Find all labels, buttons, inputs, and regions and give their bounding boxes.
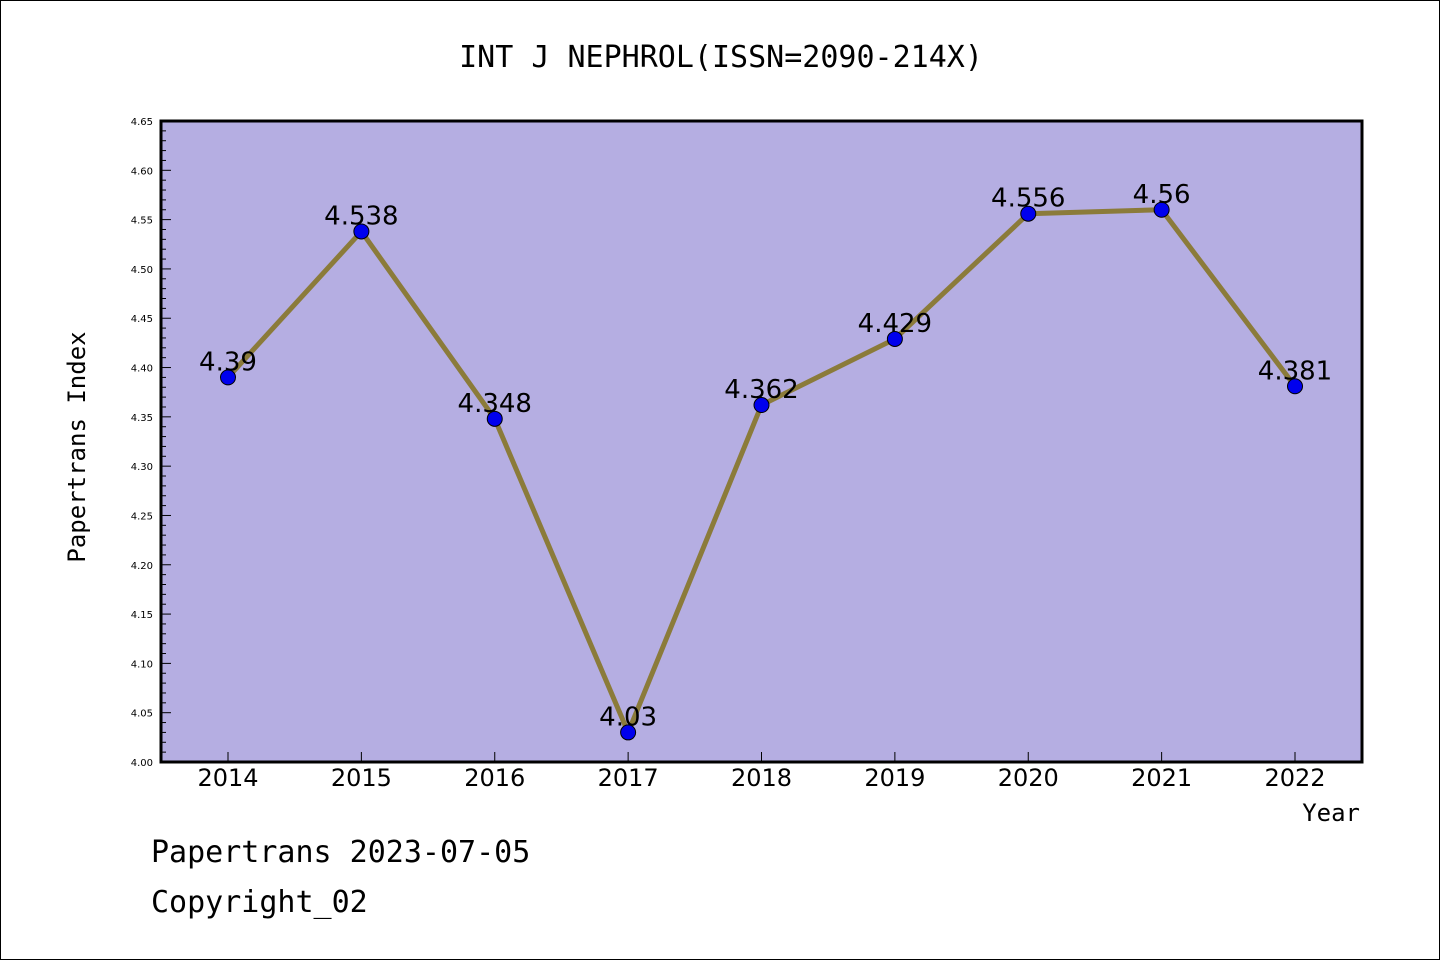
- data-point: [620, 724, 637, 741]
- data-point: [1153, 201, 1170, 218]
- data-label: 4.556: [991, 184, 1065, 214]
- data-point: [220, 369, 236, 386]
- data-label: 4.362: [724, 375, 798, 405]
- y-tick-label: 4.40: [131, 364, 153, 375]
- y-tick-label: 4.10: [131, 659, 153, 670]
- x-tick-label: 2022: [1264, 764, 1325, 792]
- x-tick-label: 2018: [731, 764, 792, 792]
- x-axis-label: Year: [1302, 799, 1360, 827]
- x-tick-label: 2017: [598, 764, 659, 792]
- x-tick-label: 2019: [864, 764, 925, 792]
- y-tick-label: 4.60: [131, 166, 153, 177]
- y-tick-label: 4.05: [131, 709, 153, 720]
- series-layer: 4.39 4.538 4.348 4.03 4.362 4.429 4.556 4.56 4.3…: [199, 180, 1332, 741]
- y-tick-label: 4.00: [131, 758, 153, 769]
- data-label: 4.348: [458, 389, 532, 419]
- x-axis: 2014 2015 2016 2017 2018 2019 2020 2021 2022: [197, 752, 1326, 792]
- data-point: [1287, 378, 1303, 395]
- data-point: [353, 223, 370, 240]
- data-label: 4.03: [599, 702, 657, 732]
- y-tick-label: 4.30: [131, 462, 153, 473]
- footer-copyright: Copyright_02: [151, 885, 368, 920]
- x-tick-label: 2020: [998, 764, 1059, 792]
- data-label: 4.39: [199, 347, 257, 377]
- y-axis: 4.00 4.05 4.10 4.15 4.20 4.25 4.30 4.35 4.40 4.45…: [131, 117, 171, 769]
- x-tick-label: 2021: [1131, 764, 1192, 792]
- data-point: [1020, 205, 1037, 222]
- data-label: 4.429: [858, 309, 932, 339]
- y-tick-label: 4.65: [131, 117, 153, 128]
- x-tick-label: 2016: [464, 764, 525, 792]
- x-tick-label: 2014: [197, 764, 258, 792]
- y-tick-label: 4.45: [131, 314, 153, 325]
- y-tick-label: 4.20: [131, 561, 153, 572]
- data-label: 4.538: [324, 201, 398, 231]
- data-point: [486, 410, 503, 427]
- footer-date: Papertrans 2023-07-05: [151, 835, 531, 870]
- chart-title: INT J NEPHROL(ISSN=2090-214X): [459, 40, 983, 75]
- y-tick-label: 4.55: [131, 216, 153, 227]
- data-point: [886, 330, 903, 347]
- x-tick-label: 2015: [331, 764, 392, 792]
- y-tick-label: 4.35: [131, 413, 153, 424]
- plot-border: [159, 119, 1364, 764]
- y-tick-label: 4.50: [131, 265, 153, 276]
- y-axis-label: Papertrans Index: [63, 331, 91, 562]
- y-tick-label: 4.25: [131, 511, 153, 522]
- data-label: 4.56: [1133, 180, 1191, 210]
- y-tick-label: 4.15: [131, 610, 153, 621]
- data-label: 4.381: [1258, 356, 1332, 386]
- data-point: [753, 397, 770, 414]
